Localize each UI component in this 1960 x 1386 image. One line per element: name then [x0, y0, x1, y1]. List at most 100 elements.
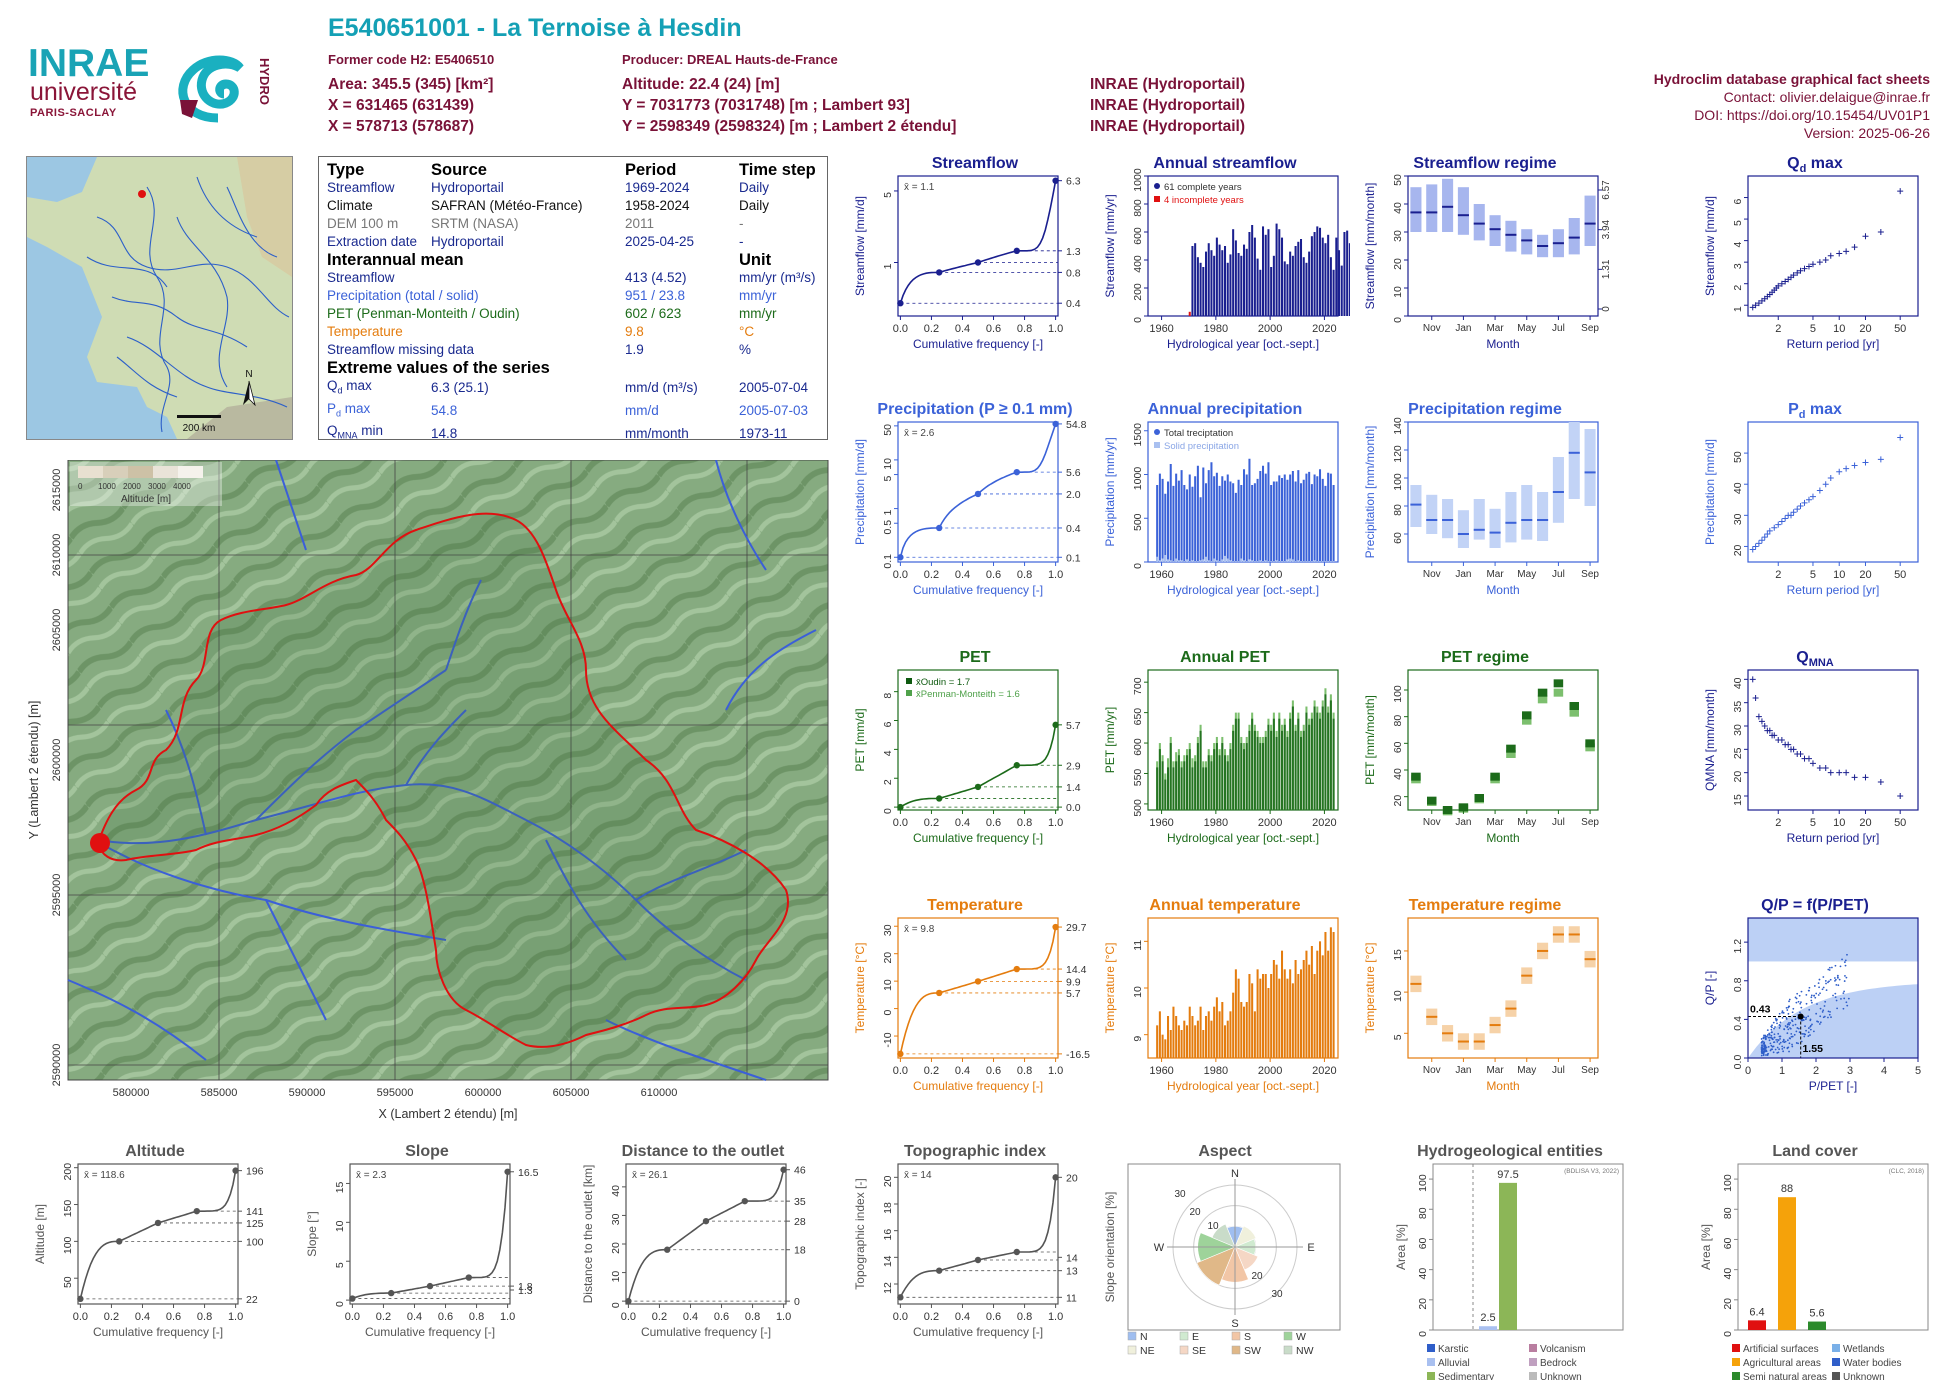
- y-tick-label: 40: [610, 1185, 622, 1197]
- quantile-point: [936, 989, 943, 997]
- annual-bar: [1259, 743, 1262, 810]
- annual-bar: [1297, 974, 1300, 1058]
- x-axis-label: Cumulative frequency [-]: [93, 1325, 223, 1339]
- qp-point: [1800, 1040, 1803, 1043]
- qp-point: [1827, 981, 1829, 984]
- quantile-point: [426, 1282, 434, 1290]
- y-tick-label: 10: [334, 1220, 346, 1232]
- annual-bar: [1245, 248, 1248, 316]
- x-tick-label: Jul: [1552, 323, 1565, 334]
- qp-point: [1843, 980, 1846, 982]
- right-tick-label: 5.6: [1066, 467, 1081, 479]
- qp-point: [1761, 1044, 1763, 1047]
- return-period-point: [1897, 793, 1904, 799]
- x-tick-label: 0.6: [986, 1311, 1001, 1323]
- x-tick-label: 1980: [1204, 323, 1228, 335]
- annual-bar: [1262, 743, 1265, 810]
- solid-precip-bar: [1302, 561, 1305, 562]
- x-tick-label: 0.0: [621, 1311, 636, 1323]
- cdf-curve: [899, 724, 1057, 808]
- y-tick-label: 800: [1132, 199, 1144, 217]
- y-tick-label: 10: [1132, 986, 1144, 998]
- qp-point: [1762, 1042, 1765, 1045]
- solid-precip-bar: [1245, 561, 1248, 562]
- return-period-point: [1843, 248, 1850, 255]
- x-tick-label: 2000: [1258, 569, 1282, 581]
- right-tick-label: 54.8: [1066, 419, 1087, 431]
- annual-bar: [1300, 483, 1303, 562]
- x-tick-label: Jul: [1552, 817, 1565, 828]
- y-tick-label: 5: [1392, 1034, 1404, 1040]
- right-tick-label: 3.94: [1601, 219, 1610, 239]
- annual-bar: [1215, 472, 1218, 562]
- right-tick-label: 16.5: [518, 1167, 539, 1179]
- qp-point: [1771, 1045, 1774, 1048]
- x-tick-label: 3: [1847, 1065, 1853, 1077]
- database-title: Hydroclim database graphical fact sheets: [1653, 71, 1930, 87]
- annual-bar: [1156, 485, 1159, 562]
- return-period-point: [1790, 746, 1797, 753]
- aspect-sector: [1234, 1225, 1257, 1248]
- annual-bar: [1291, 706, 1294, 810]
- info-cell: Climate: [327, 198, 373, 213]
- return-period-point: [1778, 737, 1785, 743]
- legend-swatch: [1832, 1372, 1840, 1380]
- mean-label: Streamflow: [327, 270, 395, 285]
- y-tick-label: 0.4: [1732, 1016, 1744, 1031]
- annual-bar: [1199, 262, 1202, 316]
- annual-bar: [1240, 255, 1243, 316]
- return-period-point: [1809, 261, 1816, 268]
- right-tick-label: 11: [1066, 1292, 1077, 1304]
- info-cell: Streamflow: [327, 180, 395, 195]
- annual-bar: [1207, 755, 1210, 810]
- qp-point: [1778, 1048, 1781, 1051]
- regime-box: [1427, 796, 1437, 805]
- annual-bar: [1183, 485, 1186, 562]
- return-period-point: [1797, 751, 1804, 757]
- return-period-point: [1787, 512, 1794, 519]
- qp-point: [1799, 1002, 1802, 1005]
- x-tick-label: 0.2: [376, 1311, 391, 1323]
- return-period-point: [1822, 765, 1829, 771]
- qp-point: [1788, 1023, 1791, 1026]
- legend-label: Bedrock: [1540, 1358, 1578, 1369]
- qp-point: [1760, 1038, 1763, 1040]
- qp-point: [1813, 985, 1816, 987]
- cdf-chart-distance-to-the-outlet-svg: Distance to the outlet 46 35 28 18 0 0 10 20 30 40…: [581, 1143, 806, 1339]
- qp-point: [1845, 976, 1848, 979]
- doi-link[interactable]: DOI: https://doi.org/10.15454/UV01P1: [1694, 107, 1930, 123]
- qp-point: [1782, 1039, 1785, 1042]
- annual-bar: [1240, 485, 1243, 562]
- y-tick-label: 0.8: [1732, 977, 1744, 992]
- y-tick-label: 0: [882, 808, 894, 814]
- qp-point: [1768, 1036, 1771, 1039]
- qp-point: [1781, 1045, 1784, 1048]
- right-tick-label: 0.4: [1066, 298, 1081, 310]
- regime-box: [1457, 187, 1469, 235]
- annual-bar: [1313, 474, 1316, 562]
- quantile-point: [897, 300, 904, 307]
- y-tick-label: 5: [882, 475, 894, 481]
- annual-bar: [1272, 481, 1275, 562]
- right-tick-label: 2.9: [1066, 760, 1081, 772]
- qp-point: [1761, 1040, 1764, 1043]
- mean-value: 9.8: [625, 324, 644, 339]
- annual-bar: [1196, 1020, 1199, 1058]
- qp-point: [1825, 989, 1828, 992]
- legend-swatch: [1529, 1358, 1537, 1366]
- solid-precip-bar: [1177, 560, 1180, 562]
- x-lambert2e: X = 578713 (578687): [328, 118, 475, 135]
- qp-point: [1769, 1042, 1772, 1045]
- annual-bar: [1164, 1039, 1167, 1058]
- solid-precip-bar: [1297, 560, 1300, 562]
- regime-box-2: [1506, 750, 1516, 758]
- regime-chart-streamflow-regime: Streamflow regime 0 10 20 30 40 50 Jan Mar May Jul…: [1360, 152, 1612, 352]
- source-2: INRAE (Hydroportail): [1090, 97, 1245, 114]
- legend-label: Sedimentary: [1438, 1372, 1494, 1380]
- qp-point: [1794, 1023, 1797, 1026]
- contact[interactable]: Contact: olivier.delaigue@inrae.fr: [1723, 89, 1930, 105]
- y-tick: 2590000: [51, 1044, 63, 1087]
- regime-box: [1584, 429, 1596, 506]
- x-tick: 605000: [553, 1087, 590, 1099]
- terrain-relief: [68, 460, 828, 1080]
